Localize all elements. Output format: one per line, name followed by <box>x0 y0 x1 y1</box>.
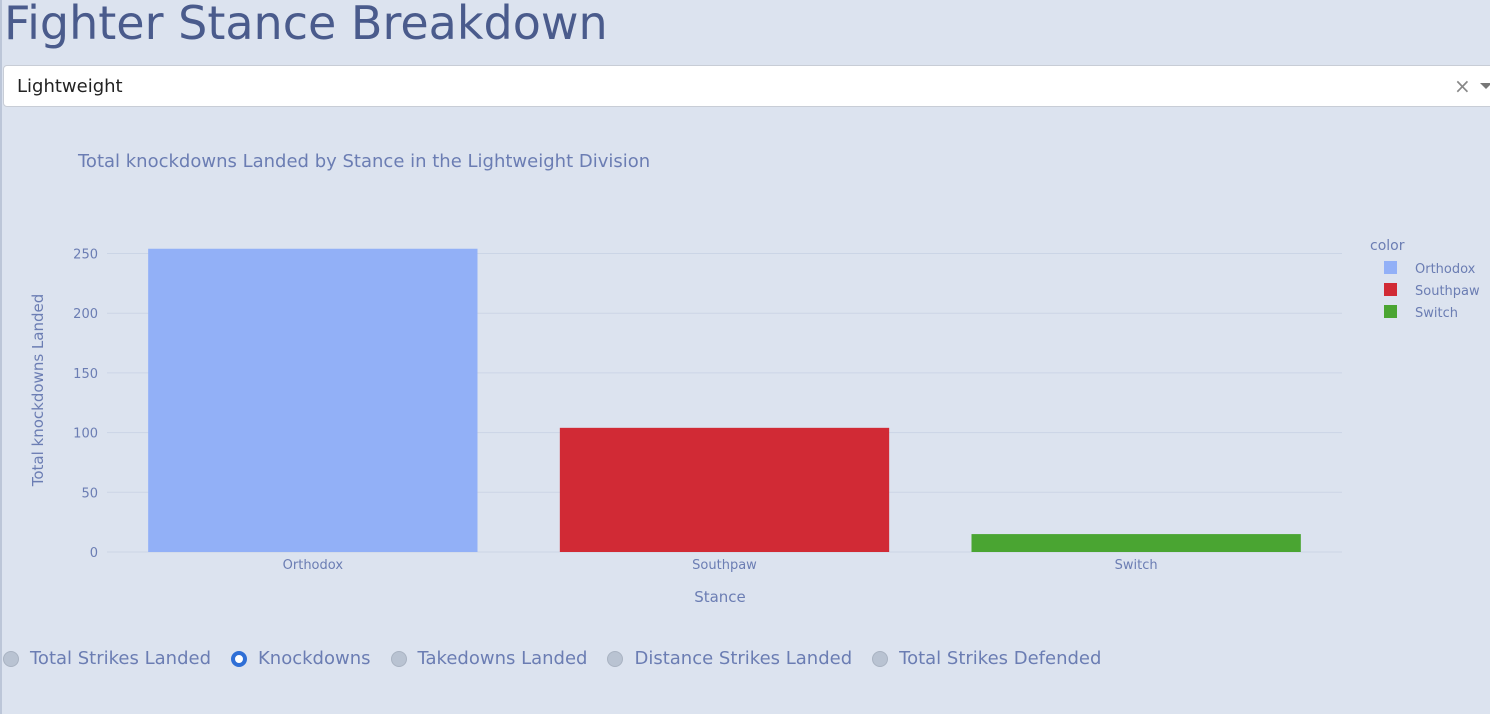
radio-label: Takedowns Landed <box>417 648 588 669</box>
metric-radio-group: Total Strikes Landed Knockdowns Takedowns … <box>3 648 1121 669</box>
x-tick-label: Switch <box>1115 558 1158 573</box>
y-axis-label: Total knockdowns Landed <box>29 294 47 488</box>
bar-southpaw[interactable] <box>559 427 890 552</box>
chart-title: Total knockdowns Landed by Stance in the… <box>77 151 650 172</box>
legend-swatch[interactable] <box>1384 261 1397 274</box>
radio-option[interactable]: Knockdowns <box>231 648 371 669</box>
division-dropdown-value: Lightweight <box>17 76 123 97</box>
radio-unchecked-icon[interactable] <box>3 650 19 667</box>
radio-unchecked-icon[interactable] <box>390 650 407 667</box>
x-axis-label: Stance <box>694 588 746 606</box>
bar-layer <box>148 248 1301 553</box>
y-tick-label: 50 <box>81 486 98 501</box>
legend-title: color <box>1370 238 1405 254</box>
radio-option[interactable]: Total Strikes Defended <box>872 648 1101 669</box>
y-tick-layer: 0 50 100 150 200 250 <box>73 248 98 561</box>
close-icon[interactable]: × <box>1454 74 1471 98</box>
radio-option[interactable]: Total Strikes Landed <box>3 648 211 669</box>
x-tick-label: Orthodox <box>283 558 344 573</box>
legend-swatch[interactable] <box>1384 283 1397 296</box>
legend-entry[interactable]: Switch <box>1415 306 1458 321</box>
x-tick-label: Southpaw <box>692 558 757 573</box>
left-rule <box>0 0 2 714</box>
x-tick-layer: Orthodox Southpaw Switch <box>283 558 1158 573</box>
bar-switch[interactable] <box>971 534 1301 552</box>
radio-label: Total Strikes Defended <box>899 648 1102 669</box>
legend-swatch[interactable] <box>1384 305 1397 318</box>
chevron-down-icon[interactable] <box>1480 83 1490 89</box>
radio-label: Knockdowns <box>258 648 371 669</box>
legend: color Orthodox Southpaw Switch <box>1370 238 1480 321</box>
radio-label: Distance Strikes Landed <box>634 648 853 669</box>
radio-unchecked-icon[interactable] <box>607 650 624 667</box>
radio-option[interactable]: Takedowns Landed <box>390 648 588 669</box>
radio-label: Total Strikes Landed <box>30 648 211 669</box>
legend-entry[interactable]: Orthodox <box>1415 262 1476 277</box>
division-dropdown[interactable]: Lightweight × <box>3 65 1490 107</box>
radio-unchecked-icon[interactable] <box>872 650 889 667</box>
y-tick-label: 200 <box>73 307 98 322</box>
page-title: Fighter Stance Breakdown <box>4 0 608 50</box>
bar-orthodox[interactable] <box>148 248 478 553</box>
y-tick-label: 0 <box>90 546 98 561</box>
radio-checked-icon[interactable] <box>231 650 247 667</box>
y-tick-label: 250 <box>73 248 98 263</box>
y-tick-label: 150 <box>73 367 98 382</box>
y-tick-label: 100 <box>73 427 98 442</box>
radio-option[interactable]: Distance Strikes Landed <box>607 648 852 669</box>
legend-entry[interactable]: Southpaw <box>1415 284 1480 299</box>
bar-chart: Total knockdowns Landed by Stance in the… <box>29 151 1480 606</box>
